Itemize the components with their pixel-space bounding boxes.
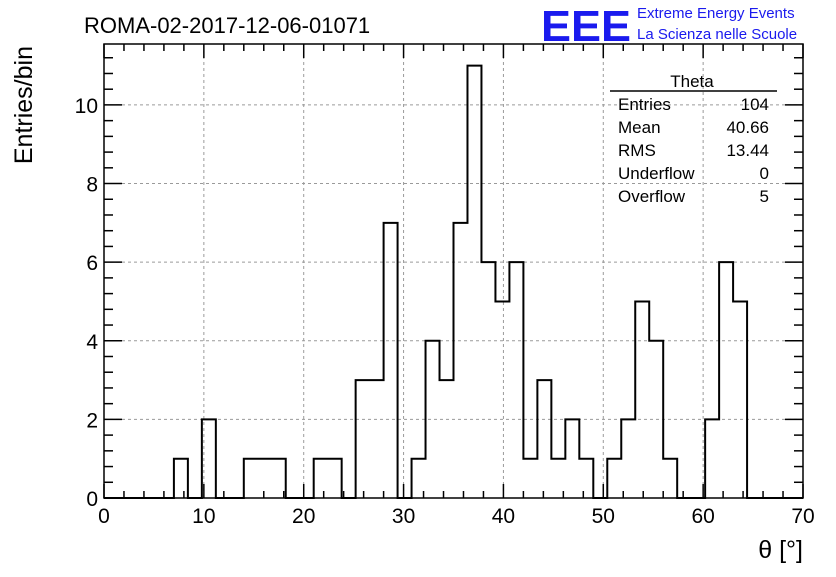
histogram-bin — [579, 459, 593, 498]
x-tick-label: 70 — [791, 505, 814, 528]
histogram-bin — [565, 419, 579, 498]
histogram-bin — [705, 419, 719, 498]
axis-ticks — [103, 44, 804, 499]
stats-value: 0 — [760, 164, 769, 183]
y-tick-label: 2 — [86, 409, 98, 432]
histogram-bin — [607, 459, 621, 498]
eee-logo-mark: EEE — [541, 2, 631, 51]
histogram-bin — [244, 459, 258, 498]
histogram-bin — [481, 262, 495, 498]
stats-value: 104 — [741, 95, 769, 114]
stats-label: RMS — [618, 141, 656, 160]
y-tick-label: 4 — [86, 331, 98, 354]
histogram-bin — [370, 380, 384, 498]
stats-value: 40.66 — [726, 118, 769, 137]
x-tick-label: 30 — [392, 505, 415, 528]
x-tick-label: 40 — [492, 505, 515, 528]
histogram-bin — [426, 341, 440, 498]
x-tick-label: 10 — [192, 505, 215, 528]
histogram-bin — [621, 419, 635, 498]
histogram-bin — [719, 262, 733, 498]
histogram-bin — [523, 459, 537, 498]
stats-label: Underflow — [618, 164, 695, 183]
histogram-bin — [384, 223, 398, 498]
x-tick-label: 0 — [98, 505, 110, 528]
histogram-bin — [356, 380, 370, 498]
y-tick-label: 8 — [86, 174, 98, 197]
histogram-outline — [104, 64, 803, 499]
x-axis-label: θ [°] — [758, 536, 803, 564]
histogram-bin — [733, 301, 747, 498]
histogram-bin — [509, 262, 523, 498]
histogram-bin — [467, 66, 481, 498]
y-tick-label: 10 — [75, 95, 98, 118]
stats-rows: Entries 104 Mean 40.66 RMS 13.44 Underflow 0 Ove… — [618, 95, 769, 206]
y-axis-label: Entries/bin — [10, 46, 38, 164]
histogram — [104, 64, 803, 499]
stats-title: Theta — [670, 72, 714, 91]
chart-title: ROMA-02-2017-12-06-01071 — [84, 13, 370, 38]
stats-label: Entries — [618, 95, 671, 114]
histogram-bin — [328, 459, 342, 498]
histogram-bin — [495, 301, 509, 498]
histogram-bin — [537, 380, 551, 498]
eee-logo-line1: Extreme Energy Events — [637, 5, 795, 22]
eee-logo: EEE Extreme Energy Events La Scienza nel… — [541, 2, 797, 51]
stats-label: Mean — [618, 118, 661, 137]
x-tick-label: 60 — [691, 505, 714, 528]
eee-logo-line2: La Scienza nelle Scuole — [637, 26, 797, 43]
stats-value: 5 — [760, 187, 769, 206]
plot-frame — [103, 43, 804, 499]
stats-value: 13.44 — [726, 141, 769, 160]
x-tick-label: 50 — [592, 505, 615, 528]
histogram-bin — [314, 459, 328, 498]
histogram-bin — [635, 301, 649, 498]
histogram-bin — [454, 223, 468, 498]
stats-label: Overflow — [618, 187, 686, 206]
histogram-bin — [440, 380, 454, 498]
stats-box: Theta Entries 104 Mean 40.66 RMS 13.44 Underfl… — [610, 72, 777, 206]
y-tick-label: 6 — [86, 252, 98, 275]
y-tick-label: 0 — [86, 488, 98, 511]
histogram-bin — [174, 459, 188, 498]
histogram-bin — [258, 459, 272, 498]
x-tick-label: 20 — [292, 505, 315, 528]
histogram-bin — [663, 459, 677, 498]
